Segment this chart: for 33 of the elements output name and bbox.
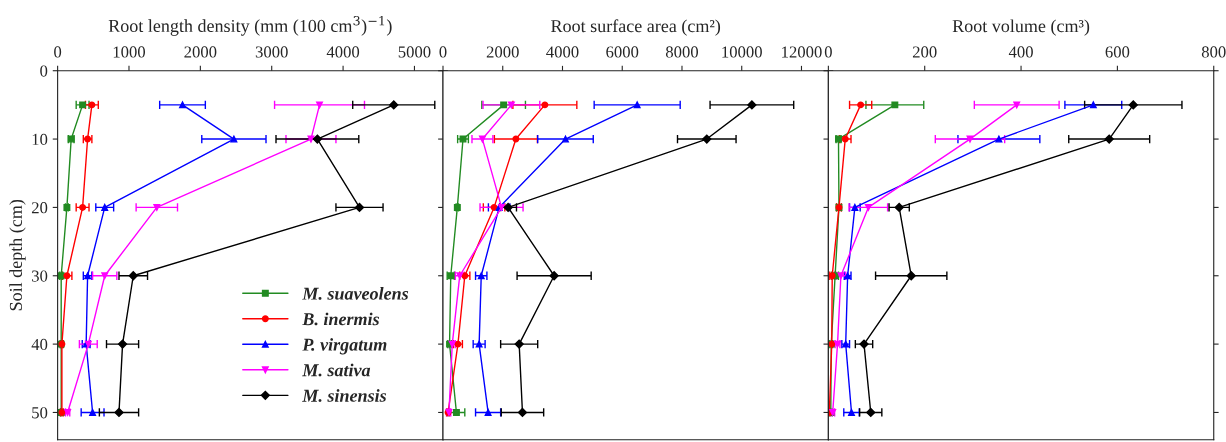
y-tick-label: 20 xyxy=(31,202,48,214)
legend-label: M. sinensis xyxy=(302,389,387,402)
x-axis-title: Root length density (mm (100 cm$^{3}$)$^{−1}$) xyxy=(108,15,392,36)
legend-label: M. suaveolens xyxy=(302,287,409,300)
x-tick-label: 600 xyxy=(1105,46,1130,58)
y-tick-label: 30 xyxy=(32,270,48,282)
x-tick-label: 5000 xyxy=(398,46,431,58)
x-tick-label: 0 xyxy=(824,46,832,58)
x-tick-label: 4000 xyxy=(546,46,579,58)
legend-label: P. virgatum xyxy=(302,338,387,355)
x-tick-label: 10000 xyxy=(722,46,762,58)
y-tick-label: 0 xyxy=(40,65,48,77)
x-tick-label: 800 xyxy=(1201,46,1226,58)
x-tick-label: 400 xyxy=(1008,46,1033,58)
y-axis-title: Soil depth (cm) xyxy=(9,199,26,311)
x-tick-label: 2000 xyxy=(184,46,217,58)
y-tick-label: 50 xyxy=(32,407,48,419)
x-tick-label: 6000 xyxy=(606,46,639,58)
x-tick-label: 2000 xyxy=(486,46,519,58)
y-tick-label: 40 xyxy=(31,338,48,351)
x-tick-label: 200 xyxy=(912,46,937,58)
x-tick-label: 8000 xyxy=(665,46,699,58)
x-axis-title: Root volume (cm³) xyxy=(952,19,1090,36)
x-tick-label: 0 xyxy=(439,46,447,58)
x-tick-label: 3000 xyxy=(255,46,288,58)
legend-label: M. sativa xyxy=(302,363,371,377)
x-tick-label: 12000 xyxy=(782,46,822,58)
x-axis-title: Root surface area (cm²) xyxy=(551,19,721,36)
legend-label: B. inermis xyxy=(302,312,380,326)
x-tick-label: 0 xyxy=(54,46,62,58)
x-tick-label: 4000 xyxy=(326,46,360,58)
y-tick-label: 10 xyxy=(32,133,48,146)
x-tick-label: 1000 xyxy=(113,46,146,58)
